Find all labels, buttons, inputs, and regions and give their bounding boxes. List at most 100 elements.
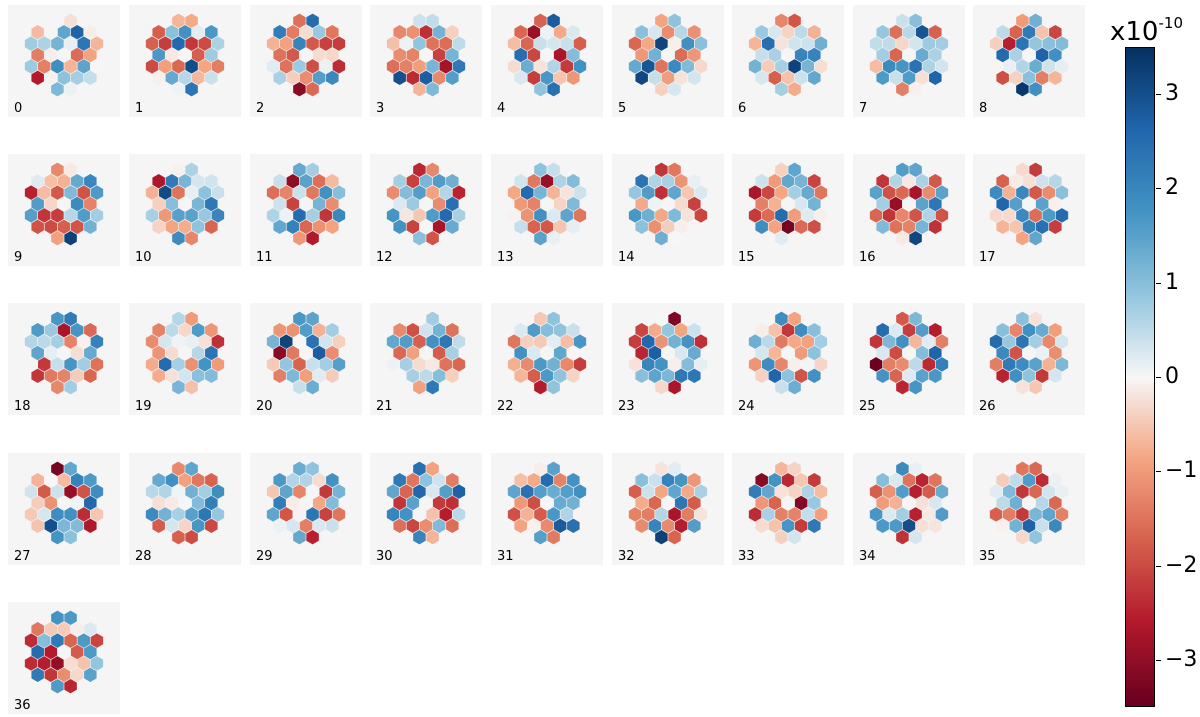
hex-segment (293, 461, 306, 477)
hex-segment (553, 368, 567, 384)
hex-segment (814, 484, 828, 499)
hex-segment (84, 219, 97, 235)
hex-segment (24, 656, 38, 671)
hex-segment (668, 461, 681, 477)
panel-10: 10 (129, 154, 241, 266)
hex-segment (655, 208, 668, 223)
hex-segment (915, 518, 929, 534)
hex-segment (989, 507, 1003, 522)
hex-segment (655, 529, 668, 545)
hex-segment (84, 173, 97, 189)
hex-segment (527, 196, 541, 212)
hex-segment (1016, 185, 1029, 200)
hex-segment (762, 334, 775, 349)
panel-grid: 0 1 2 3 4 5 6 7 8 9 10 11 12 13 14 15 16 17 18 19 20 21 22 23 24… (14, 13, 1069, 712)
colorbar-tick-mark (1156, 377, 1161, 378)
hex-segment (876, 70, 889, 86)
hex-segment (452, 59, 466, 74)
hex-segment-map (869, 13, 949, 97)
hex-segment (521, 59, 534, 74)
colorbar-tick-label: 2 (1165, 175, 1179, 201)
hex-segment (319, 36, 332, 51)
hex-segment (432, 173, 446, 189)
hex-segment (70, 322, 84, 338)
hex-segment (172, 36, 185, 51)
hex-segment (628, 185, 642, 200)
hex-segment (185, 185, 198, 200)
hex-segment (386, 507, 400, 522)
hex-segment (312, 495, 326, 511)
hex-segment (426, 484, 439, 499)
hex-segment (57, 667, 71, 683)
colorbar-tick-label: −3 (1165, 646, 1198, 672)
hex-segment (1049, 173, 1062, 189)
hex-segment (567, 24, 580, 40)
hex-segment (205, 70, 218, 86)
hex-segment (413, 81, 426, 97)
hex-segment (145, 357, 159, 372)
hex-segment (507, 507, 521, 522)
hex-segment (452, 507, 466, 522)
hex-segment (38, 484, 51, 499)
hex-segment (655, 379, 668, 395)
colorbar-tick-label: 1 (1165, 269, 1179, 295)
hex-segment (909, 529, 922, 545)
hex-segment (1055, 334, 1069, 349)
hex-segment (57, 70, 71, 86)
hex-segment (326, 322, 339, 338)
hex-segment (1029, 36, 1042, 51)
hex-segment (801, 357, 814, 372)
hex-segment (1009, 70, 1023, 86)
hex-segment (781, 518, 795, 534)
hex-segment (1042, 208, 1055, 223)
hex-segment (876, 322, 889, 338)
hex-segment-map (628, 162, 708, 246)
hex-segment (64, 162, 77, 178)
hex-segment (909, 461, 922, 477)
hex-segment (527, 472, 541, 488)
hex-segment (553, 24, 567, 40)
hex-segment (755, 24, 768, 40)
hex-segment (1029, 162, 1042, 178)
hex-segment (145, 334, 159, 349)
hex-segment (996, 47, 1009, 63)
hex-segment (922, 59, 935, 74)
hex-segment (77, 633, 90, 648)
hex-segment (205, 472, 218, 488)
hex-segment (534, 484, 547, 499)
hex-segment (642, 185, 655, 200)
hex-segment (306, 13, 319, 29)
hex-segment (642, 59, 655, 74)
hex-segment (1029, 357, 1042, 372)
hex-segment (432, 495, 446, 511)
hex-segment (172, 311, 185, 327)
hex-segment (406, 472, 420, 488)
hex-segment (935, 36, 949, 51)
hex-segment (915, 219, 929, 235)
hex-segment (935, 357, 949, 372)
hex-segment (989, 357, 1003, 372)
hex-segment (876, 518, 889, 534)
hex-segment (635, 368, 648, 384)
hex-segment (400, 484, 413, 499)
hex-segment (635, 495, 648, 511)
hex-segment (84, 70, 97, 86)
hex-segment (655, 357, 668, 372)
hex-segment (51, 185, 64, 200)
hex-segment (655, 59, 668, 74)
hex-segment (1055, 507, 1069, 522)
hex-segment (768, 219, 782, 235)
hex-segment (1009, 219, 1023, 235)
hex-segment (185, 230, 198, 246)
hex-segment (668, 81, 681, 97)
hex-segment (567, 495, 580, 511)
hex-segment (915, 47, 929, 63)
hex-segment (205, 219, 218, 235)
hex-segment (299, 24, 313, 40)
hex-segment (393, 173, 406, 189)
hex-segment (514, 322, 527, 338)
hex-segment (406, 47, 420, 63)
hex-segment (655, 162, 668, 178)
hex-segment (567, 196, 580, 212)
hex-segment (768, 173, 782, 189)
